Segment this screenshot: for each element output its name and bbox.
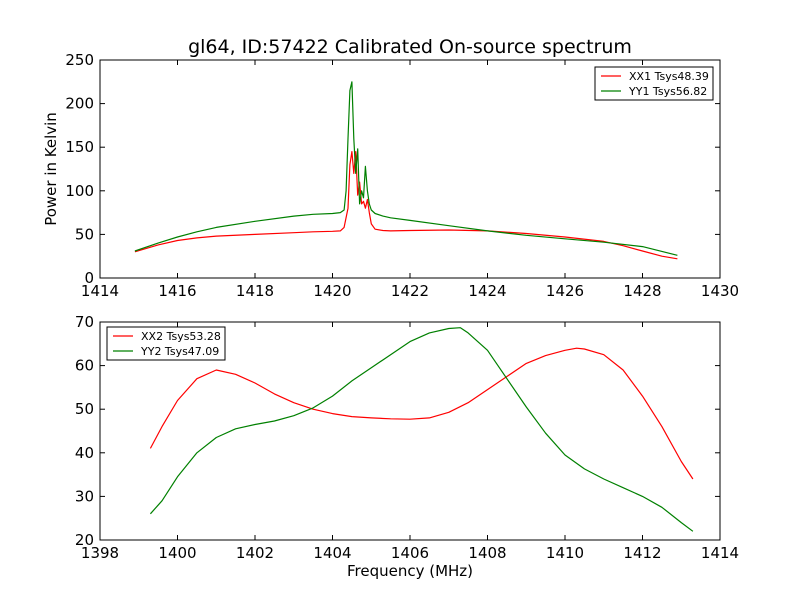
panel-1-y-tick-label: 100 bbox=[65, 182, 94, 200]
legend-label: XX1 Tsys48.39 bbox=[629, 70, 709, 83]
panel-1-y-tick-label: 50 bbox=[75, 225, 94, 243]
panel-2-y-tick-label: 60 bbox=[75, 357, 94, 375]
panel-2-y-tick-label: 30 bbox=[75, 487, 94, 505]
panel-2-x-tick-label: 1410 bbox=[546, 544, 584, 562]
panel-1-x-tick-label: 1422 bbox=[391, 282, 429, 300]
panel-1-x-tick-label: 1430 bbox=[701, 282, 739, 300]
legend-box bbox=[106, 326, 226, 361]
panel-2: 1398 1400 1402 1404 1406 1408 1410 1412 1414 20 30… bbox=[75, 313, 739, 580]
legend-box bbox=[594, 66, 714, 101]
legend-label: YY2 Tsys47.09 bbox=[140, 345, 219, 358]
panel-1-y-tick-label: 250 bbox=[65, 51, 94, 69]
panel-2-x-tick-label: 1404 bbox=[313, 544, 351, 562]
panel-1-x-tick-label: 1424 bbox=[468, 282, 506, 300]
panel-1-x-tick-label: 1428 bbox=[623, 282, 661, 300]
legend-label: YY1 Tsys56.82 bbox=[628, 85, 707, 98]
panel-2-x-tick-label: 1406 bbox=[391, 544, 429, 562]
panel-1-x-tick-label: 1416 bbox=[158, 282, 196, 300]
panel-1-x-tick-label: 1418 bbox=[236, 282, 274, 300]
plots: 1414 1416 1418 1420 1422 1424 1426 1428 14300501… bbox=[42, 51, 739, 580]
panel-2-series-line-2 bbox=[149, 327, 694, 532]
panel-2-series-line-1 bbox=[149, 347, 694, 480]
panel-2-y-tick-label: 40 bbox=[75, 444, 94, 462]
panel-2-y-tick-label: 20 bbox=[75, 531, 94, 549]
panel-1-y-tick-label: 200 bbox=[65, 95, 94, 113]
panel-1-series-line-1 bbox=[134, 151, 678, 260]
panel-2-y-tick-label: 70 bbox=[75, 313, 94, 331]
panel-1-series-line-2 bbox=[134, 81, 678, 256]
panel-1-x-tick-label: 1420 bbox=[313, 282, 351, 300]
panel-2-x-tick-label: 1400 bbox=[158, 544, 196, 562]
legend-label: XX2 Tsys53.28 bbox=[141, 330, 221, 343]
panel-2-x-tick-label: 1398 bbox=[81, 544, 119, 562]
panel-1: 1414 1416 1418 1420 1422 1424 1426 1428 1430 0 50 1… bbox=[42, 51, 739, 300]
figure-title: gl64, ID:57422 Calibrated On-source spec… bbox=[188, 36, 632, 58]
panel-2-x-tick-label: 1402 bbox=[236, 544, 274, 562]
panel-1-x-tick-label: 1426 bbox=[546, 282, 584, 300]
panel-1-y-axis-label: Power in Kelvin bbox=[42, 112, 60, 226]
panel-1-y-tick-label: 150 bbox=[65, 138, 94, 156]
panel-2-y-tick-label: 50 bbox=[75, 400, 94, 418]
panel-1-y-tick-label: 0 bbox=[84, 269, 94, 287]
panel-2-x-axis-label: Frequency (MHz) bbox=[347, 562, 473, 580]
panel-1-x-tick-label: 1414 bbox=[81, 282, 119, 300]
panel-2-x-tick-label: 1408 bbox=[468, 544, 506, 562]
panel-2-x-tick-label: 1414 bbox=[701, 544, 739, 562]
panel-2-x-tick-label: 1412 bbox=[623, 544, 661, 562]
panel-1-legend: XX1 Tsys48.39 YY1 Tsys56.82 bbox=[594, 66, 714, 101]
panel-2-legend: XX2 Tsys53.28 YY2 Tsys47.09 bbox=[106, 326, 226, 361]
